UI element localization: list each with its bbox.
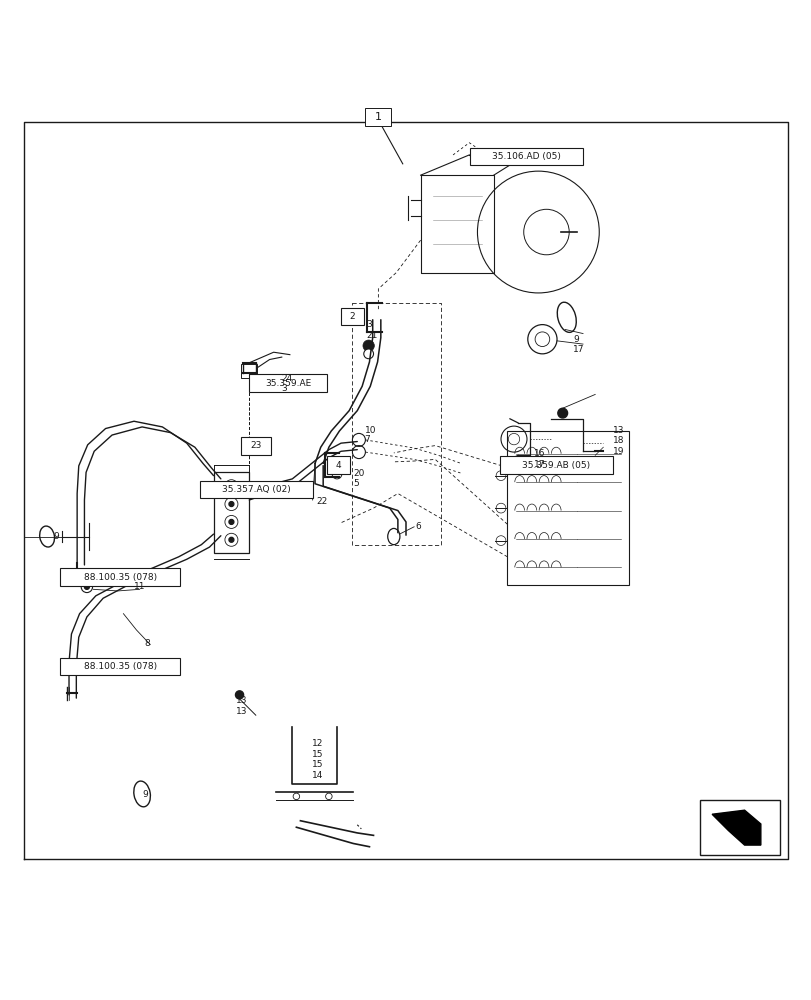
FancyBboxPatch shape bbox=[341, 308, 363, 325]
Circle shape bbox=[229, 537, 234, 542]
Circle shape bbox=[557, 408, 567, 418]
Text: 23: 23 bbox=[250, 441, 261, 450]
Text: 11: 11 bbox=[134, 582, 145, 591]
Text: 35.359.AE: 35.359.AE bbox=[265, 379, 311, 388]
Text: 2: 2 bbox=[350, 312, 354, 321]
Text: 88.100.35 (078): 88.100.35 (078) bbox=[84, 573, 157, 582]
Circle shape bbox=[84, 584, 89, 589]
Text: 6: 6 bbox=[415, 522, 421, 531]
Text: 15: 15 bbox=[311, 750, 323, 759]
FancyBboxPatch shape bbox=[60, 568, 180, 586]
FancyBboxPatch shape bbox=[241, 364, 257, 378]
Text: 35.106.AD (05): 35.106.AD (05) bbox=[491, 152, 560, 161]
Text: 3: 3 bbox=[366, 320, 371, 329]
Text: 1: 1 bbox=[375, 112, 381, 122]
FancyBboxPatch shape bbox=[240, 437, 271, 455]
Text: 9: 9 bbox=[573, 335, 578, 344]
Circle shape bbox=[363, 349, 373, 359]
Text: 9: 9 bbox=[54, 532, 59, 541]
Text: 7: 7 bbox=[364, 435, 370, 444]
FancyBboxPatch shape bbox=[327, 456, 350, 474]
Text: 10: 10 bbox=[364, 426, 375, 435]
Text: 12: 12 bbox=[311, 739, 323, 748]
Circle shape bbox=[229, 519, 234, 524]
Text: 13: 13 bbox=[236, 707, 247, 716]
Text: 21: 21 bbox=[366, 331, 377, 340]
FancyBboxPatch shape bbox=[213, 472, 249, 553]
FancyBboxPatch shape bbox=[60, 658, 180, 675]
Text: 14: 14 bbox=[311, 771, 323, 780]
Circle shape bbox=[235, 691, 243, 699]
Text: 5: 5 bbox=[353, 479, 358, 488]
FancyBboxPatch shape bbox=[249, 374, 327, 392]
Circle shape bbox=[363, 340, 374, 351]
Text: 3: 3 bbox=[281, 384, 287, 393]
Text: 17: 17 bbox=[573, 345, 584, 354]
Text: 18: 18 bbox=[612, 436, 624, 445]
Text: 22: 22 bbox=[316, 497, 328, 506]
FancyBboxPatch shape bbox=[469, 148, 582, 165]
Text: 24: 24 bbox=[281, 374, 293, 383]
Text: 19: 19 bbox=[612, 447, 624, 456]
Text: 9: 9 bbox=[142, 790, 148, 799]
Text: 8: 8 bbox=[144, 639, 150, 648]
Polygon shape bbox=[711, 810, 760, 845]
FancyBboxPatch shape bbox=[365, 108, 391, 126]
Circle shape bbox=[229, 484, 234, 489]
Text: 17: 17 bbox=[533, 460, 544, 469]
Text: 13: 13 bbox=[612, 426, 624, 435]
FancyBboxPatch shape bbox=[200, 481, 312, 498]
Text: 35.357.AQ (02): 35.357.AQ (02) bbox=[222, 485, 290, 494]
Text: 15: 15 bbox=[311, 760, 323, 769]
Circle shape bbox=[229, 502, 234, 506]
Text: 35.359.AB (05): 35.359.AB (05) bbox=[521, 461, 590, 470]
Text: 4: 4 bbox=[336, 461, 341, 470]
Text: 20: 20 bbox=[353, 469, 364, 478]
Text: 13: 13 bbox=[236, 696, 247, 705]
Text: 88.100.35 (078): 88.100.35 (078) bbox=[84, 662, 157, 671]
Text: 16: 16 bbox=[533, 449, 544, 458]
FancyBboxPatch shape bbox=[499, 456, 611, 474]
